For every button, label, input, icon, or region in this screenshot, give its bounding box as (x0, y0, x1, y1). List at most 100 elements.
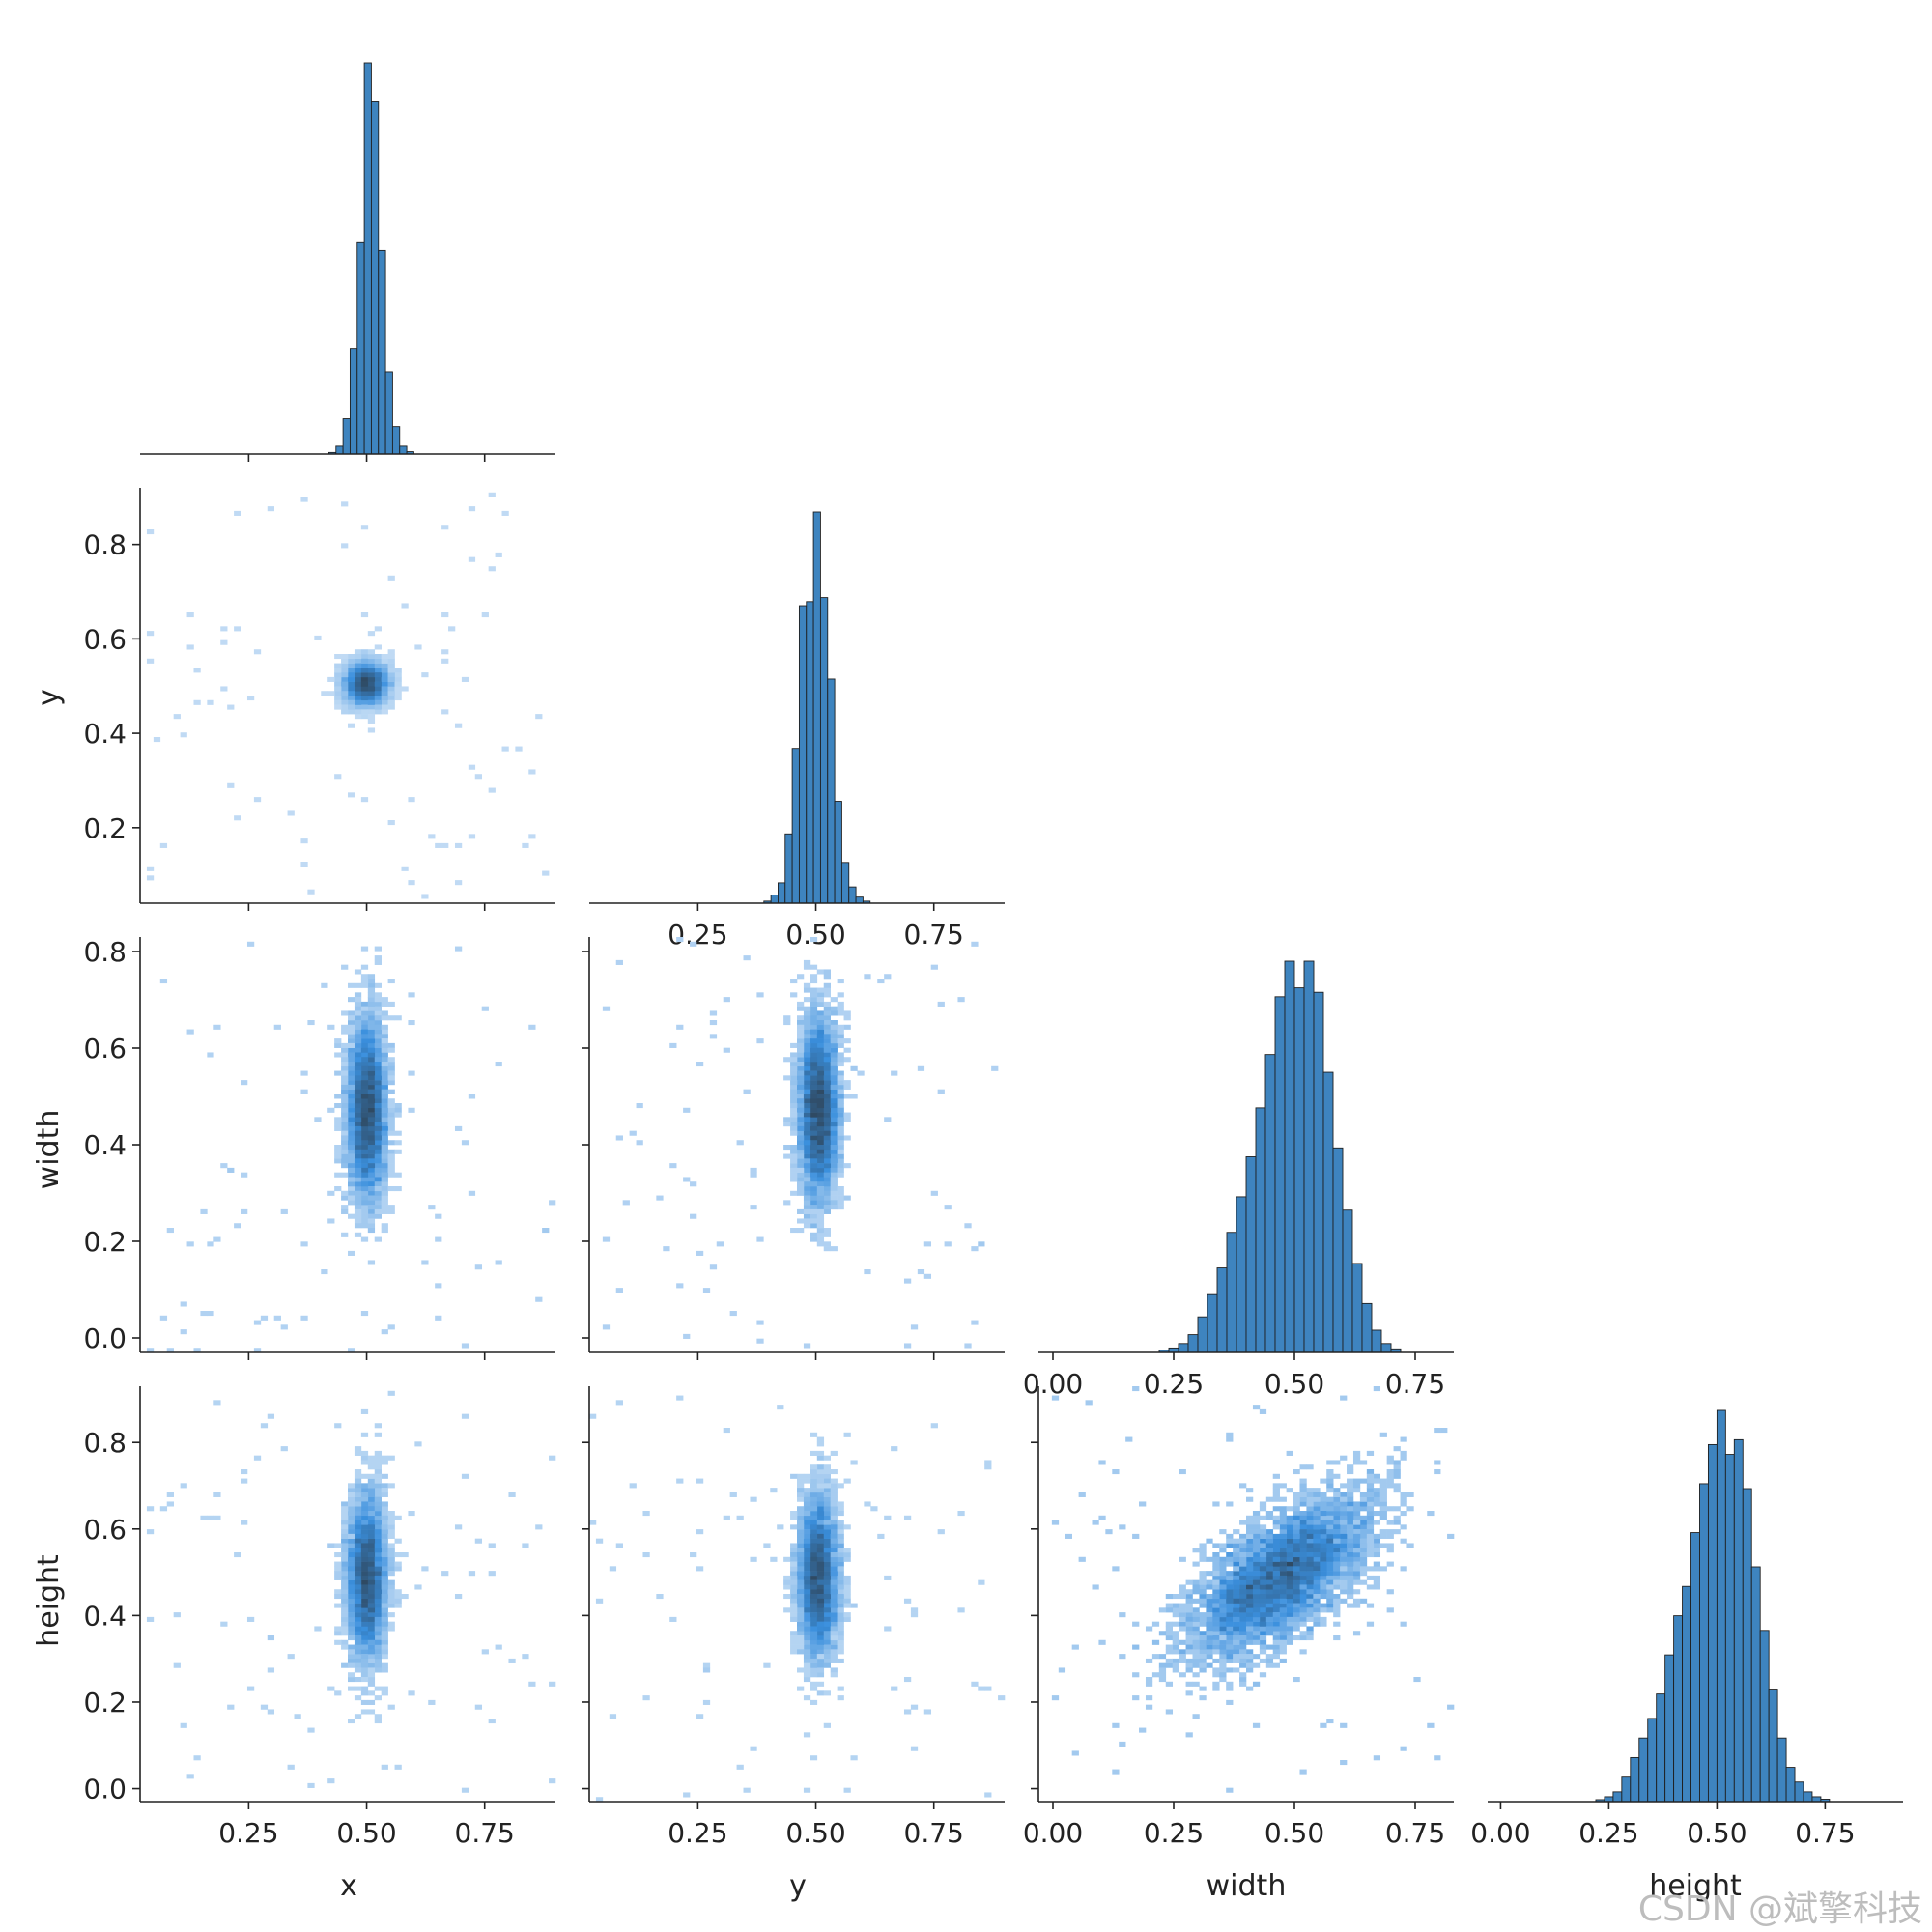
heat-x-y-cell (367, 696, 376, 701)
heat-width-height-cell (1206, 1571, 1213, 1577)
heat-x-width-cell (381, 1117, 388, 1122)
hist-y-bar (834, 801, 842, 904)
heat-x-y-cell (374, 668, 382, 673)
heat-x-height-cell (374, 1483, 382, 1489)
heat-y-width-cell (823, 1084, 831, 1090)
heat-x-height-cell (341, 1520, 349, 1525)
heat-x-width-cell (334, 1042, 342, 1048)
heat-y-width-cell (830, 1062, 838, 1067)
heat-x-height-cell (334, 1631, 342, 1636)
heat-y-height-cell (790, 1575, 798, 1580)
heat-x-height-cell (381, 1473, 388, 1479)
heat-x-height-cell (354, 1556, 362, 1562)
x-axis-label-x: x (340, 1869, 357, 1903)
heat-width-height-cell (1306, 1556, 1314, 1562)
heat-x-width-cell (341, 964, 349, 970)
heat-y-height-cell (810, 1612, 818, 1618)
heat-x-height-cell (348, 1571, 355, 1577)
heat-width-height-cell (1299, 1635, 1307, 1641)
heat-x-height-cell (381, 1511, 388, 1517)
heat-x-height-cell (348, 1677, 355, 1683)
heat-y-width-cell (723, 1047, 730, 1053)
heat-width-height-cell (1359, 1524, 1368, 1530)
heat-x-height-cell (348, 1603, 355, 1608)
heat-width-height-cell (1272, 1621, 1280, 1627)
heat-x-width-cell (381, 1158, 388, 1164)
heat-width-height-cell (1293, 1598, 1300, 1604)
heat-y-height-cell (816, 1436, 825, 1442)
heat-y-width-cell (830, 1094, 838, 1099)
heat-width-height-cell (1199, 1543, 1207, 1548)
heat-x-height-cell (360, 1612, 369, 1618)
heat-y-width-cell (891, 1070, 898, 1076)
heat-y-width-cell (823, 1098, 831, 1104)
heat-width-height-cell (1320, 1722, 1327, 1728)
heat-y-height-cell (790, 1635, 798, 1641)
heat-width-height-cell (1279, 1543, 1287, 1548)
heat-y-width-cell (823, 1232, 831, 1237)
heat-x-width-cell (354, 1010, 362, 1016)
heat-width-height-cell (1352, 1455, 1361, 1461)
heat-x-width-cell (348, 1080, 355, 1086)
heat-width-height-cell (1313, 1556, 1321, 1562)
heat-y-width-cell (843, 1195, 851, 1201)
heat-x-height-cell (341, 1524, 349, 1530)
heat-x-y-cell (381, 696, 388, 701)
heat-x-height-cell (367, 1566, 376, 1572)
heat-width-height-cell (1340, 1529, 1348, 1535)
heat-y-height-cell (790, 1631, 798, 1636)
heat-y-height-cell (850, 1603, 858, 1608)
heat-width-height-cell (1185, 1681, 1193, 1687)
heat-x-width-cell (387, 1205, 395, 1210)
heat-y-height-cell (810, 1506, 818, 1512)
hist-x-bar (363, 62, 372, 455)
heat-y-width-cell (797, 1208, 805, 1214)
heat-x-width-cell (354, 1153, 362, 1159)
heat-y-width-cell (823, 992, 831, 998)
heat-x-y-cell (146, 866, 155, 871)
hist-width-bar (1351, 1263, 1363, 1353)
heat-y-width-cell (709, 1264, 718, 1270)
heat-y-width-cell (816, 1015, 825, 1021)
heat-x-y-cell (267, 506, 275, 512)
heat-y-width-cell (810, 1024, 818, 1030)
heat-y-height-cell (810, 1635, 818, 1641)
heat-x-y-cell (180, 732, 187, 738)
heat-x-height-cell (341, 1589, 349, 1595)
heat-y-width-cell (823, 1241, 831, 1247)
heat-x-width-cell (220, 1163, 228, 1169)
heat-x-height-cell (348, 1533, 355, 1539)
heat-x-width-cell (348, 1024, 355, 1030)
heat-y-height-cell (823, 1607, 831, 1613)
heat-x-width-cell (367, 1042, 376, 1048)
heat-x-width-cell (360, 1024, 369, 1030)
heat-x-width-cell (360, 1125, 369, 1131)
heat-y-width-cell (810, 1158, 818, 1164)
heat-x-height-cell (374, 1473, 382, 1479)
heat-x-height-cell (394, 1561, 402, 1567)
heat-width-height-cell (1279, 1631, 1287, 1636)
heat-y-height-cell (837, 1520, 844, 1525)
heat-y-height-cell (816, 1667, 825, 1673)
heat-y-height-cell (810, 1450, 818, 1456)
heat-width-height-cell (1165, 1644, 1174, 1650)
hist-x-bar (399, 445, 408, 455)
heat-y-width-cell (823, 1158, 831, 1164)
heat-width-height-cell (1179, 1616, 1186, 1622)
heat-width-height-cell (1239, 1543, 1247, 1548)
heat-y-width-cell (823, 1153, 831, 1159)
heat-y-height-cell (830, 1635, 838, 1641)
heat-x-width-cell (360, 979, 369, 984)
heat-width-height-cell (1212, 1612, 1220, 1618)
heat-width-height-cell (1212, 1571, 1220, 1577)
x-axis-label-height: height (1649, 1869, 1742, 1903)
heat-x-width-cell (354, 1107, 362, 1113)
heat-x-height-cell (381, 1635, 388, 1641)
heat-x-width-cell (348, 1065, 355, 1071)
heat-x-height-cell (374, 1432, 382, 1437)
heat-y-height-cell (837, 1538, 844, 1544)
heat-y-width-cell (823, 1125, 831, 1131)
heat-y-height-cell (957, 1607, 965, 1613)
heat-y-width-cell (602, 1324, 611, 1330)
heat-x-height-cell (341, 1575, 349, 1580)
